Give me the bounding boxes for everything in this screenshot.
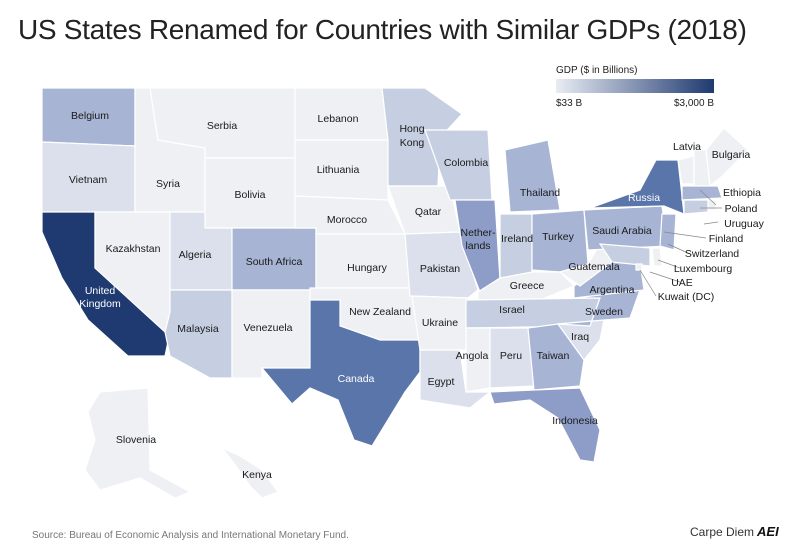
label-nd: Lebanon [318, 113, 359, 125]
label-wa: Belgium [71, 110, 109, 122]
state-ma[interactable] [681, 185, 723, 201]
state-mi[interactable] [504, 139, 561, 213]
label-ga: Taiwan [537, 350, 570, 362]
label-vt: Latvia [673, 141, 701, 153]
label-ny: Russia [628, 192, 660, 204]
label-id: Syria [156, 178, 180, 190]
legend-max-label: $3,000 B [674, 98, 714, 109]
label-oh: Turkey [542, 231, 574, 243]
brand-mark: Carpe Diem AEI [690, 524, 779, 539]
label-tn: Israel [499, 304, 525, 316]
brand-name: Carpe Diem [690, 525, 755, 539]
label-il-1: Nether- [460, 227, 496, 239]
label-sd: Lithuania [317, 164, 360, 176]
state-la[interactable] [419, 349, 492, 409]
state-md[interactable] [598, 243, 651, 267]
label-pa: Saudi Arabia [592, 225, 652, 237]
label-nc: Sweden [585, 306, 623, 318]
label-ak: Slovenia [116, 434, 156, 446]
label-nj-finland: Finland [709, 233, 744, 245]
legend-min-label: $33 B [556, 98, 582, 109]
label-mn-1: Hong [399, 123, 424, 135]
label-co: South Africa [246, 256, 303, 268]
state-ga[interactable] [527, 323, 585, 391]
state-dc[interactable] [635, 263, 643, 271]
state-fl[interactable] [489, 387, 601, 463]
label-ct: Uruguay [724, 218, 764, 230]
label-mt: Serbia [207, 120, 238, 132]
state-nc[interactable] [557, 289, 641, 327]
label-va: Argentina [590, 284, 635, 296]
state-in[interactable] [499, 213, 533, 279]
label-ar: Ukraine [422, 317, 458, 329]
label-il-2: lands [465, 240, 490, 252]
label-sc: Iraq [571, 331, 589, 343]
label-ca-2: Kingdom [79, 298, 121, 310]
label-in: Ireland [501, 233, 533, 245]
label-nj: Switzerland [685, 248, 739, 260]
legend-title: GDP ($ in Billions) [556, 65, 638, 76]
states-layer [41, 87, 749, 499]
state-ny[interactable] [589, 159, 685, 215]
legend: GDP ($ in Billions) $33 B $3,000 B [556, 65, 714, 109]
label-nv: Kazakhstan [106, 243, 161, 255]
label-nh: Bulgaria [712, 149, 751, 161]
label-ks: Hungary [347, 262, 387, 274]
state-ak[interactable] [84, 387, 192, 499]
state-mo[interactable] [404, 231, 479, 299]
label-ky: Greece [510, 280, 545, 292]
state-nm[interactable] [231, 289, 311, 379]
label-mi: Thailand [520, 187, 560, 199]
label-de: Luxembourg [674, 263, 733, 275]
label-ut: Algeria [179, 249, 212, 261]
label-or: Vietnam [69, 174, 108, 186]
leader-lines [639, 189, 722, 297]
state-labels: Belgium Vietnam United Kingdom Syria Kaz… [69, 110, 765, 481]
label-ia: Qatar [415, 206, 442, 218]
state-ct[interactable] [683, 199, 709, 215]
state-nj[interactable] [659, 213, 677, 251]
label-ms: Angola [456, 350, 489, 362]
label-ma: Poland [725, 203, 758, 215]
legend-color-ramp [556, 79, 714, 93]
label-mo: Pakistan [420, 263, 460, 275]
label-wi: Colombia [444, 157, 489, 169]
label-md: UAE [671, 277, 693, 289]
state-hi[interactable] [221, 447, 279, 499]
label-dc: Kuwait (DC) [658, 291, 715, 303]
state-tx[interactable] [260, 299, 421, 447]
label-tx: Canada [338, 373, 375, 385]
label-al: Peru [500, 350, 522, 362]
state-me[interactable] [705, 127, 749, 188]
label-mn-2: Kong [400, 137, 425, 149]
label-wy: Bolivia [235, 189, 266, 201]
label-wv: Guatemala [568, 261, 620, 273]
label-hi: Kenya [242, 469, 272, 481]
label-fl: Indonesia [552, 415, 598, 427]
label-ne: Morocco [327, 214, 367, 226]
state-ks[interactable] [315, 233, 411, 289]
source-note: Source: Bureau of Economic Analysis and … [32, 530, 349, 541]
state-de[interactable] [651, 247, 663, 267]
label-ri: Ethiopia [723, 187, 761, 199]
label-ca-1: United [85, 285, 116, 297]
label-ok: New Zealand [349, 306, 411, 318]
page-title: US States Renamed for Countries with Sim… [18, 14, 747, 45]
label-nm: Venezuela [243, 322, 292, 334]
label-az: Malaysia [177, 323, 219, 335]
aei-logo-icon: AEI [757, 524, 779, 539]
label-la: Egypt [428, 376, 455, 388]
